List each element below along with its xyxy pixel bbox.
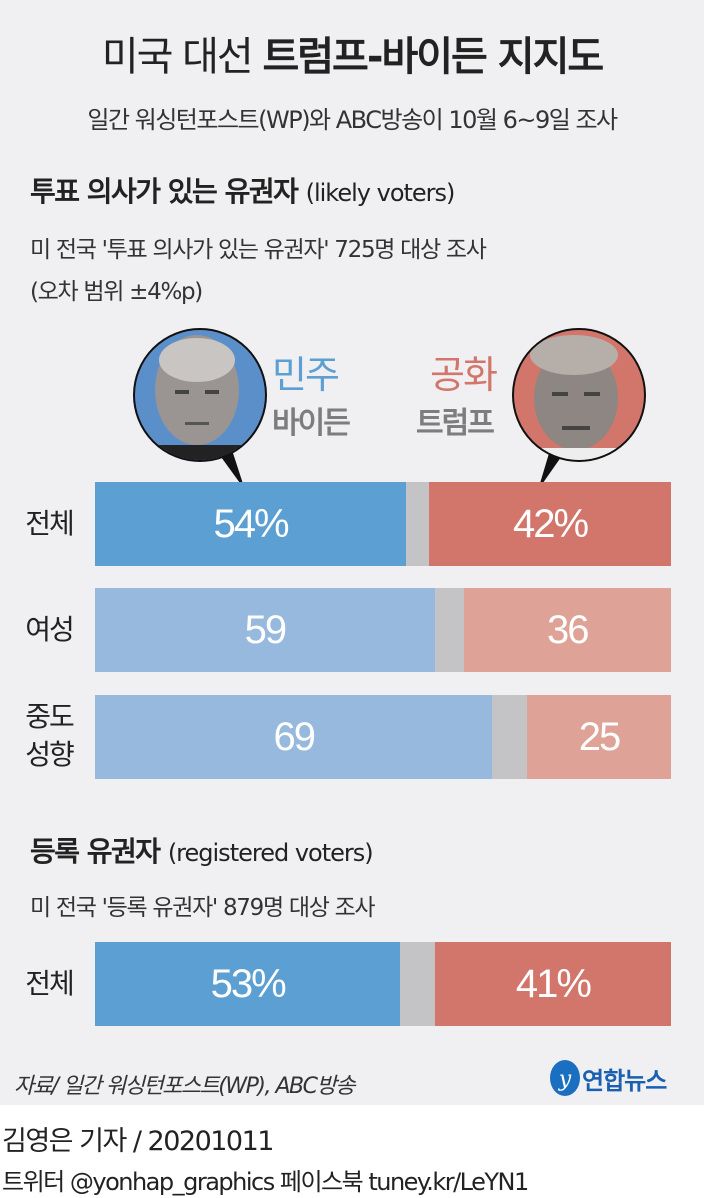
- other-bar: [434, 588, 464, 672]
- rep-candidate: 트럼프: [416, 406, 495, 441]
- dem-bar: [95, 482, 407, 566]
- svg-text:y: y: [558, 1067, 572, 1092]
- bar-row: 59 36: [95, 588, 671, 672]
- rep-label: 41%: [515, 961, 592, 1006]
- biden-pointer: [216, 450, 245, 490]
- biden-portrait: [133, 328, 267, 462]
- section1-note: 미 전국 '투표 의사가 있는 유권자' 725명 대상 조사: [30, 237, 487, 263]
- bar-row: 53% 41%: [95, 942, 671, 1026]
- other-bar: [400, 942, 435, 1026]
- rep-label: 36: [547, 607, 590, 652]
- dem-label: 53%: [210, 961, 287, 1006]
- section2-note: 미 전국 '등록 유권자' 879명 대상 조사: [30, 895, 376, 921]
- rep-label: 42%: [513, 501, 589, 546]
- dem-party: 민주: [272, 353, 340, 397]
- rep-party: 공화: [430, 353, 498, 397]
- section1-title-en: (likely voters): [305, 179, 456, 207]
- bar-row: 69 25: [95, 695, 671, 779]
- margin-of-error: (오차 범위 ±4%p): [30, 279, 203, 305]
- rep-bar: [429, 482, 671, 566]
- row-label-moderate-1: 중도: [25, 700, 75, 733]
- other-bar: [492, 695, 527, 779]
- section2-title-en: (registered voters): [167, 839, 374, 867]
- rep-bar: [434, 942, 671, 1026]
- rep-bar: [527, 695, 671, 779]
- biden-face-icon: [155, 335, 245, 460]
- yonhap-logo: y 연합뉴스: [548, 1058, 667, 1098]
- dem-party-label: 민주: [272, 344, 340, 399]
- rep-bar: [463, 588, 671, 672]
- section1-title-ko: 투표 의사가 있는 유권자: [30, 175, 299, 208]
- pointer-layer: [216, 450, 566, 490]
- dem-bar: [95, 588, 435, 672]
- bar-row: 54% 42%: [95, 482, 671, 566]
- row-label-total: 전체: [25, 507, 75, 540]
- dem-label: 69: [273, 714, 316, 759]
- row-label-women: 여성: [25, 613, 75, 646]
- dem-label: 54%: [213, 501, 289, 546]
- rep-label: 25: [578, 714, 622, 759]
- source-note: 자료/ 일간 워싱턴포스트(WP), ABC방송: [14, 1074, 355, 1099]
- title-bold: 트럼프-바이든 지지도: [262, 34, 604, 80]
- page-title: 미국 대선 트럼프-바이든 지지도: [0, 24, 704, 82]
- row-label-registered-total: 전체: [25, 967, 75, 1000]
- yonhap-logo-icon: y: [550, 1060, 580, 1096]
- other-bar: [406, 482, 430, 566]
- yonhap-logo-text: 연합뉴스: [582, 1066, 667, 1095]
- subtitle: 일간 워싱턴포스트(WP)와 ABC방송이 10월 6~9일 조사: [87, 106, 618, 134]
- footer: 김영은 기자 / 20201011 트위터 @yonhap_graphics 페…: [0, 1105, 704, 1198]
- byline: 김영은 기자 / 20201011: [2, 1126, 274, 1157]
- dem-candidate: 바이든: [272, 406, 351, 441]
- row-label-moderate-2: 성향: [25, 738, 75, 771]
- social-links: 트위터 @yonhap_graphics 페이스북 tuney.kr/LeYN1: [2, 1168, 529, 1196]
- dem-bar: [95, 942, 401, 1026]
- trump-pointer: [538, 450, 566, 490]
- section2-title-ko: 등록 유권자: [30, 835, 161, 868]
- dem-label: 59: [244, 607, 287, 652]
- title-light: 미국 대선: [101, 34, 254, 80]
- trump-face-icon: [530, 335, 619, 460]
- section2-title: 등록 유권자 (registered voters): [30, 830, 374, 870]
- dem-bar: [95, 695, 493, 779]
- section1-title: 투표 의사가 있는 유권자 (likely voters): [30, 170, 456, 210]
- trump-portrait: [512, 328, 646, 462]
